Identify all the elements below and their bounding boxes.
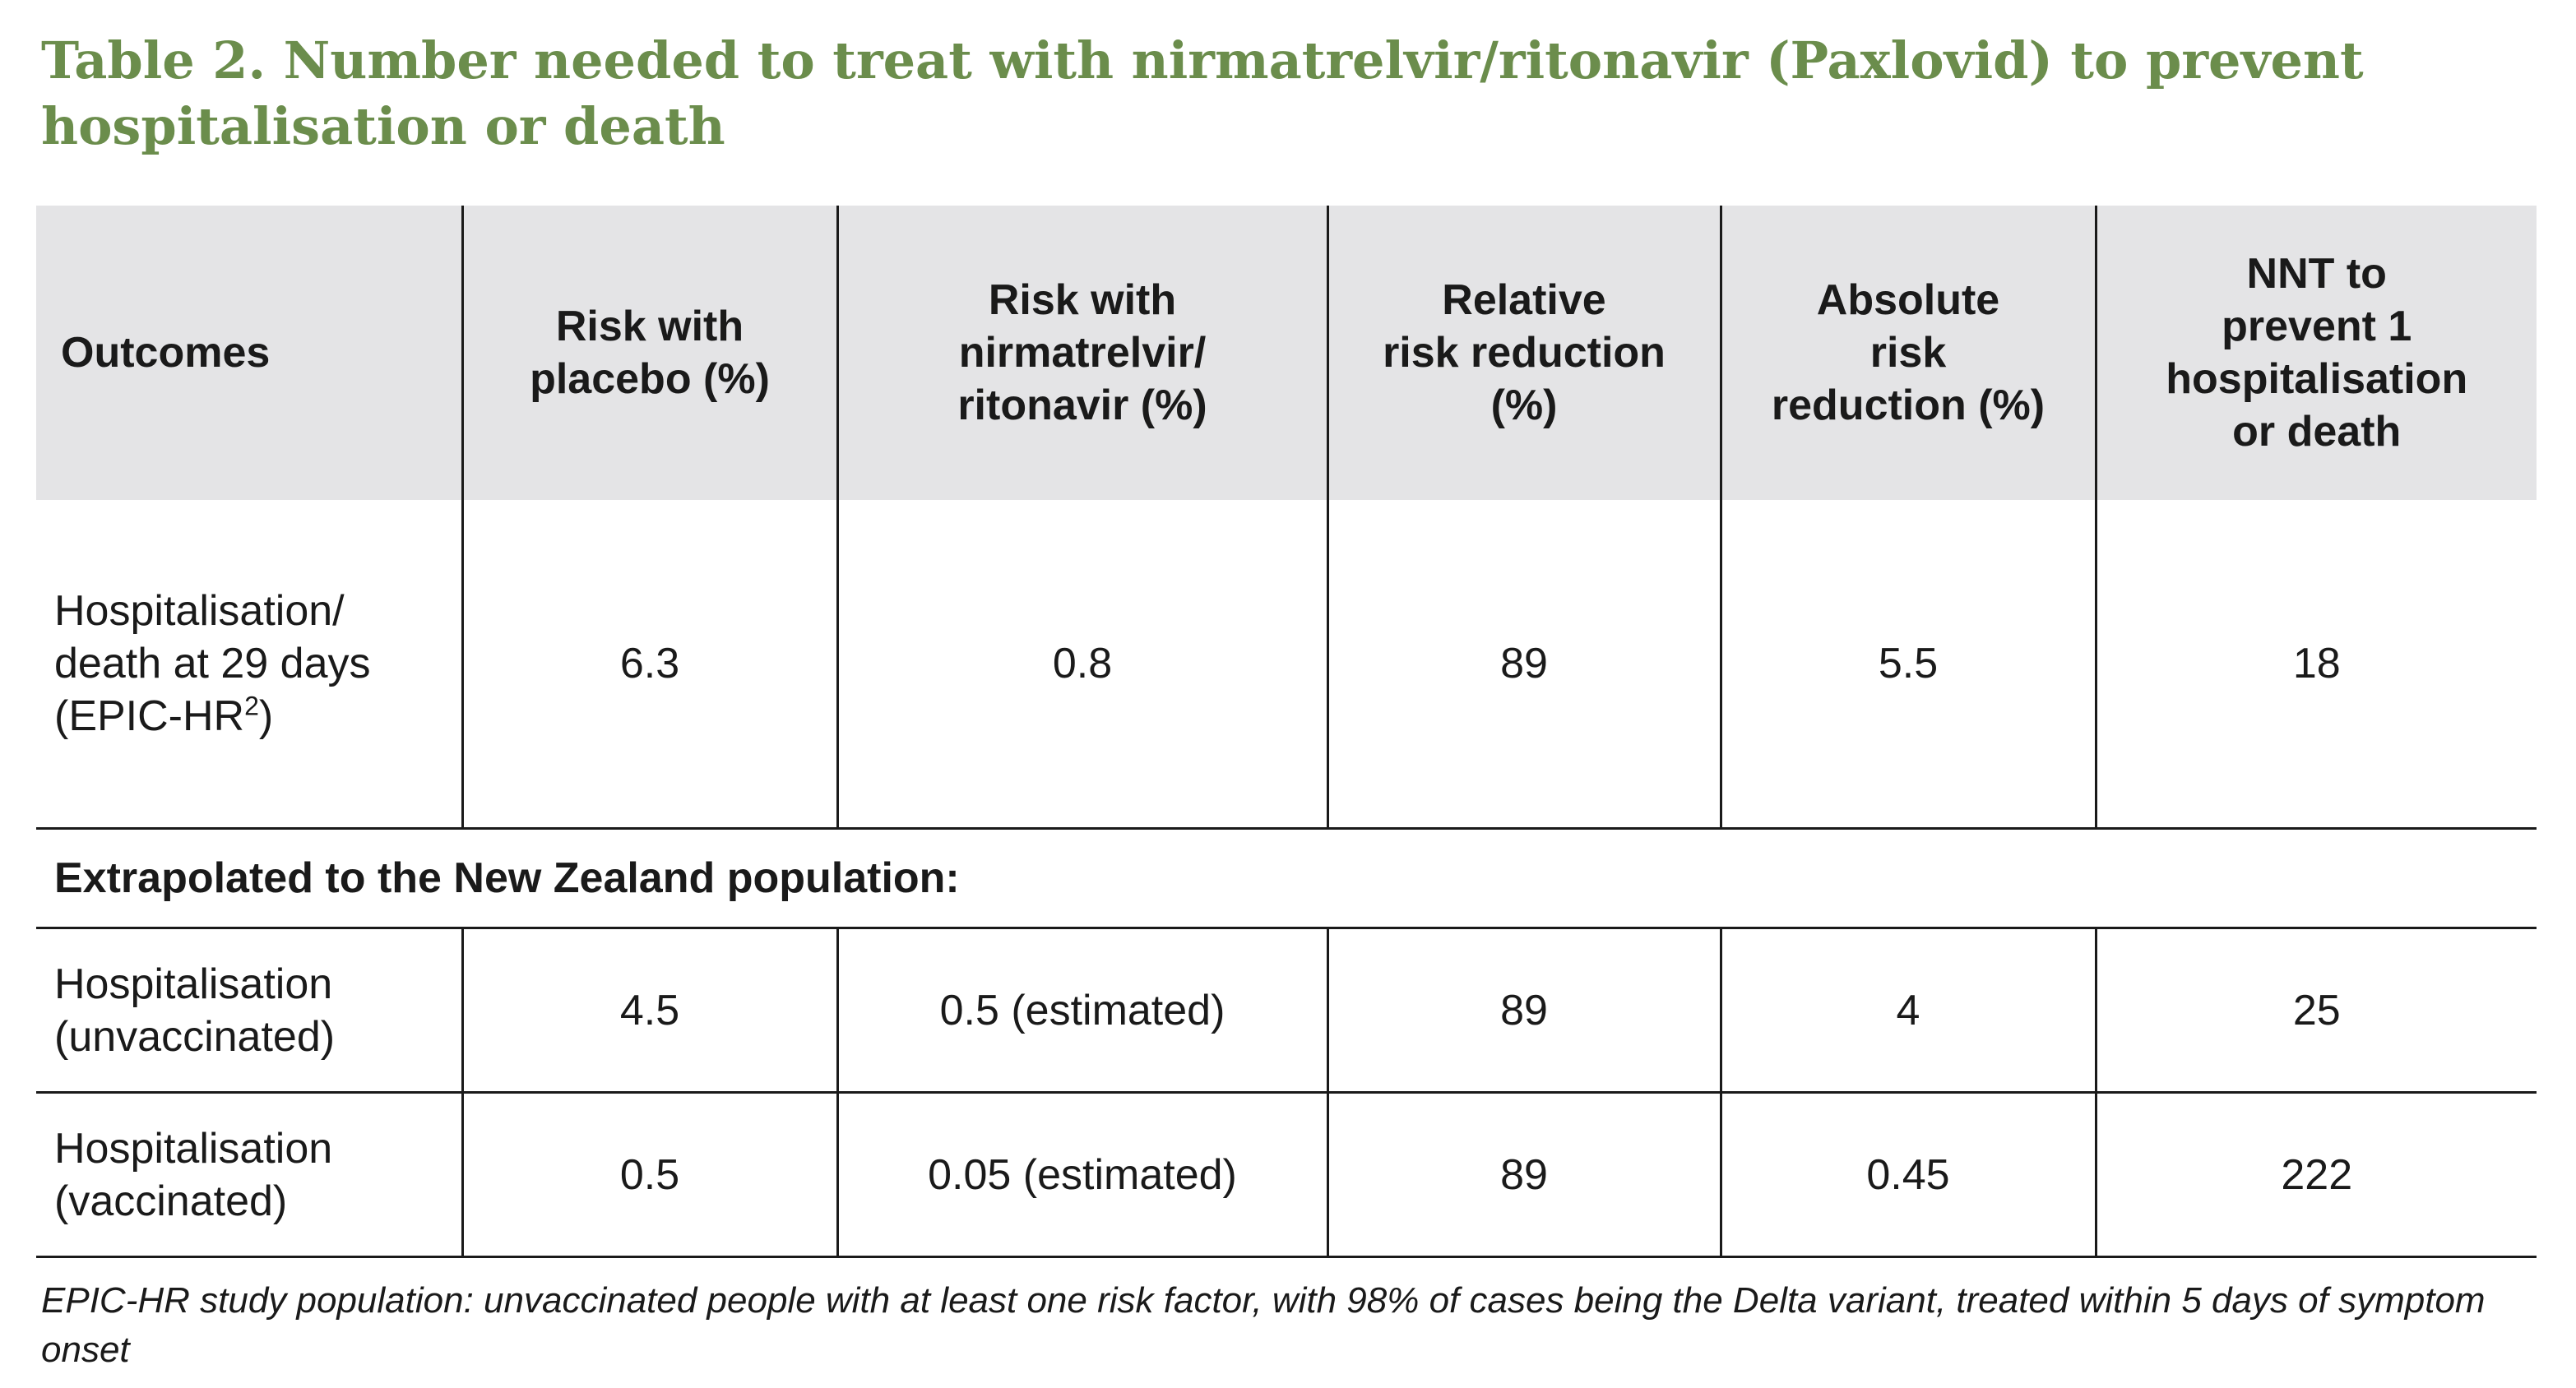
value-cell: 5.5 [1719, 500, 2096, 830]
table-footnote: EPIC-HR study population: unvaccinated p… [41, 1280, 2486, 1370]
value-cell: 4.5 [461, 928, 837, 1094]
table-row: Hospitalisation (vaccinated) 0.5 0.05 (e… [36, 1092, 2537, 1258]
value-cell: 6.3 [461, 500, 837, 830]
value-cell: 4 [1719, 928, 2096, 1094]
value-cell: 0.5 [461, 1092, 837, 1258]
table-row: Hospitalisation (unvaccinated) 4.5 0.5 (… [36, 928, 2537, 1094]
nnt-table: Outcomes Risk with placebo (%) Risk with… [36, 206, 2537, 1258]
header-risk-placebo: Risk with placebo (%) [461, 206, 837, 500]
value-cell: 0.8 [836, 500, 1327, 830]
value-cell: 0.45 [1719, 1092, 2096, 1258]
value-cell: 89 [1326, 1092, 1721, 1258]
table-row: Hospitalisation/ death at 29 days (EPIC-… [36, 500, 2537, 830]
section-row: Extrapolated to the New Zealand populati… [36, 828, 2537, 929]
value-cell: 89 [1326, 928, 1721, 1094]
header-risk-treatment: Risk with nirmatrelvir/ ritonavir (%) [836, 206, 1327, 500]
header-relative-risk-reduction: Relative risk reduction (%) [1326, 206, 1721, 500]
value-cell: 25 [2094, 928, 2537, 1094]
outcome-cell: Hospitalisation/ death at 29 days (EPIC-… [36, 500, 462, 830]
header-nnt: NNT to prevent 1 hospitalisation or deat… [2094, 206, 2537, 500]
header-outcomes: Outcomes [36, 206, 462, 500]
value-cell: 18 [2094, 500, 2537, 830]
header-absolute-risk-reduction: Absolute risk reduction (%) [1719, 206, 2096, 500]
table-header-row: Outcomes Risk with placebo (%) Risk with… [36, 206, 2537, 500]
value-cell: 89 [1326, 500, 1721, 830]
section-label: Extrapolated to the New Zealand populati… [36, 828, 2537, 929]
reference-superscript: 2 [244, 691, 259, 721]
outcome-cell: Hospitalisation (vaccinated) [36, 1092, 462, 1258]
table-title: Table 2. Number needed to treat with nir… [41, 30, 2364, 156]
value-cell: 0.5 (estimated) [836, 928, 1327, 1094]
outcome-cell: Hospitalisation (unvaccinated) [36, 928, 462, 1094]
value-cell: 222 [2094, 1092, 2537, 1258]
value-cell: 0.05 (estimated) [836, 1092, 1327, 1258]
